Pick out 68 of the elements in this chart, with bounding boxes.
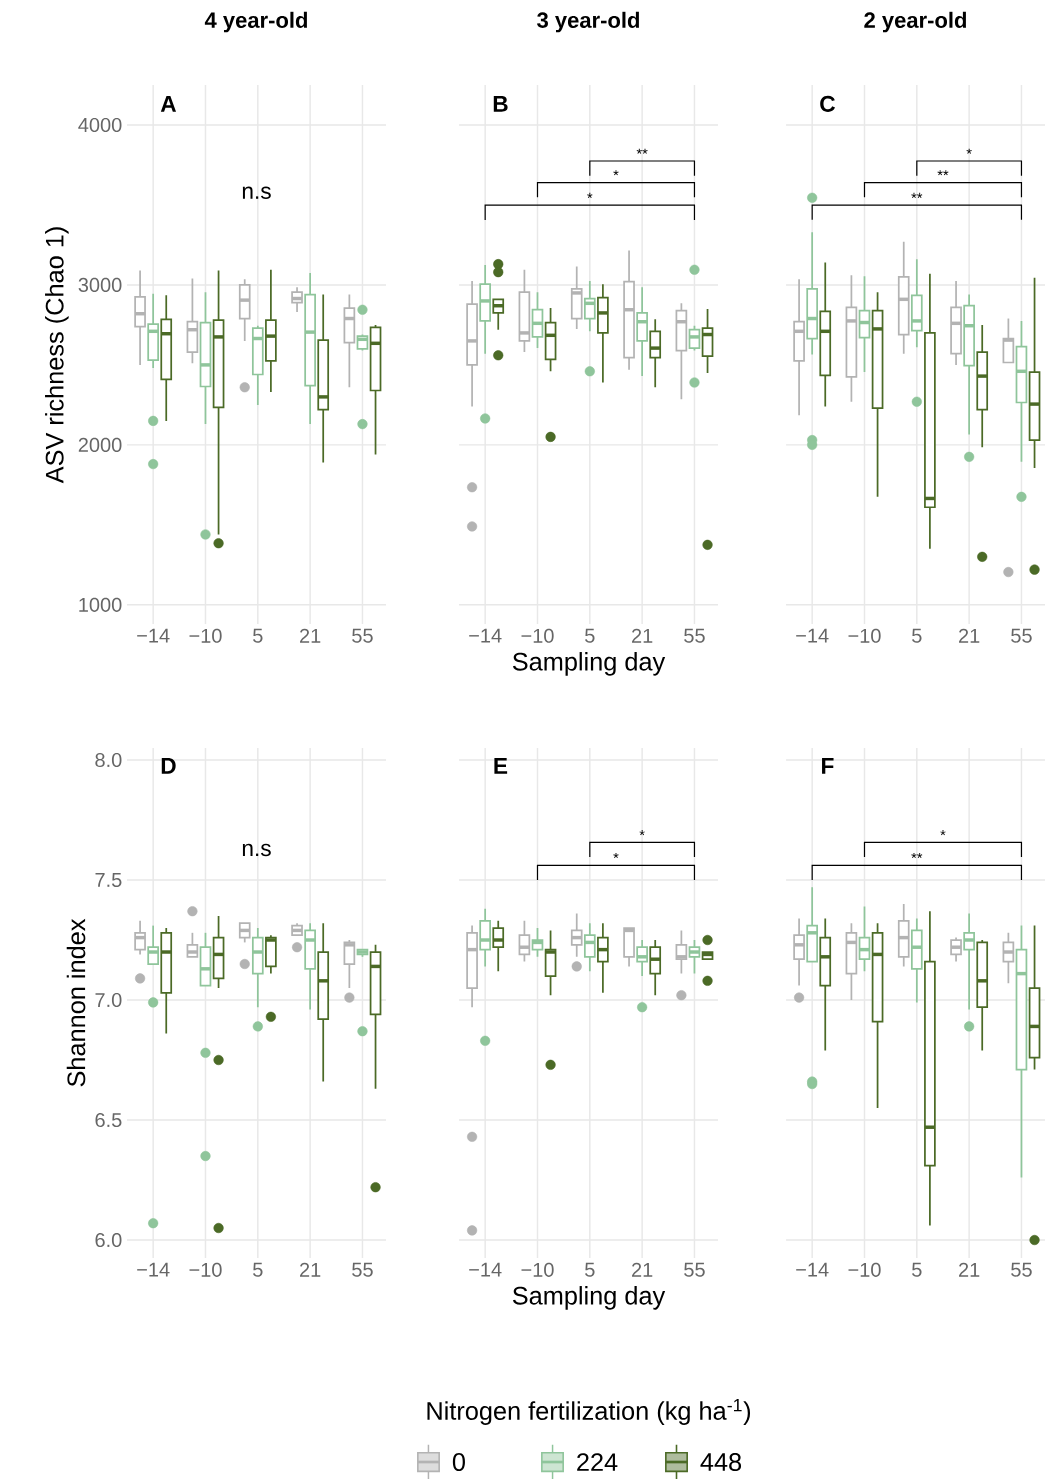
annotation: * — [613, 170, 619, 176]
x-tick-label: 5 — [585, 1262, 595, 1277]
y-axis-title: Shannon index — [66, 918, 86, 1087]
annotation: * — [587, 192, 593, 199]
x-tick-label: 21 — [959, 1262, 980, 1277]
x-tick-label: −10 — [189, 1262, 222, 1277]
chart-title: 3 year-old — [537, 11, 639, 33]
y-axis-title: ASV richness (Chao 1) — [45, 227, 69, 484]
annotation: * — [940, 830, 946, 836]
x-tick-label: 55 — [1011, 628, 1032, 643]
x-tick-label: −14 — [469, 628, 502, 643]
x-tick-label: −14 — [469, 1262, 502, 1277]
x-tick-label: 5 — [912, 1262, 922, 1277]
x-tick-label: 21 — [959, 628, 980, 643]
y-tick-label: 4000 — [78, 117, 122, 133]
x-tick-label: −10 — [521, 1262, 554, 1277]
annotation: * — [966, 148, 972, 154]
x-tick-label: 21 — [632, 628, 653, 643]
chart-title: 2 year-old — [864, 11, 966, 33]
legend-label: 224 — [577, 1453, 618, 1471]
x-tick-label: −14 — [796, 628, 829, 643]
x-tick-label: −14 — [796, 1262, 829, 1277]
x-tick-label: −10 — [189, 628, 222, 643]
x-tick-label: 55 — [684, 1262, 705, 1277]
chart-subtitle: C — [820, 95, 836, 112]
chart-title: 4 year-old — [204, 11, 307, 33]
annotation: ** — [911, 192, 923, 199]
x-tick-label: −10 — [521, 628, 554, 643]
x-tick-label: 21 — [300, 1262, 321, 1277]
chart-subtitle: F — [822, 758, 834, 774]
x-tick-label: −14 — [137, 628, 170, 643]
x-tick-label: 55 — [684, 628, 705, 643]
annotation: n.s — [242, 186, 271, 200]
x-tick-label: 5 — [253, 1262, 263, 1277]
y-tick-label: 7.0 — [95, 992, 122, 1008]
annotation: ** — [911, 852, 923, 859]
annotation: ** — [636, 148, 648, 154]
annotation: n.s — [242, 843, 271, 857]
x-tick-label: 5 — [253, 628, 263, 643]
x-tick-label: 55 — [352, 628, 373, 643]
y-tick-label: 2000 — [78, 437, 122, 452]
y-tick-label: 1000 — [79, 597, 122, 612]
legend-label: 0 — [452, 1453, 465, 1471]
legend-label: 448 — [700, 1453, 742, 1471]
x-tick-label: −10 — [848, 628, 881, 643]
x-axis-title: Sampling day — [512, 1286, 666, 1310]
x-tick-label: 21 — [632, 1262, 653, 1277]
x-tick-label: −14 — [137, 1262, 170, 1277]
x-tick-label: 55 — [1011, 1262, 1032, 1277]
y-tick-label: 6.0 — [95, 1232, 122, 1248]
x-tick-label: 5 — [912, 628, 922, 643]
x-tick-label: 55 — [352, 1262, 373, 1277]
chart-subtitle: D — [161, 758, 176, 774]
annotation: * — [613, 852, 619, 859]
chart-subtitle: A — [160, 96, 177, 112]
y-tick-label: 8.0 — [95, 752, 122, 768]
annotation: * — [639, 830, 645, 836]
x-tick-label: −10 — [848, 1262, 881, 1277]
chart-subtitle: E — [494, 758, 508, 774]
y-tick-label: 6.5 — [95, 1112, 122, 1128]
x-axis-title: Sampling day — [512, 652, 666, 676]
annotation: ** — [937, 170, 949, 176]
legend-title: Nitrogen fertilization (kg ha$^{-1}$) — [427, 1399, 751, 1425]
chart-subtitle: B — [493, 96, 508, 112]
y-tick-label: 3000 — [78, 277, 122, 293]
y-tick-label: 7.5 — [95, 873, 122, 887]
x-tick-label: 21 — [300, 628, 321, 643]
x-tick-label: 5 — [585, 628, 595, 643]
